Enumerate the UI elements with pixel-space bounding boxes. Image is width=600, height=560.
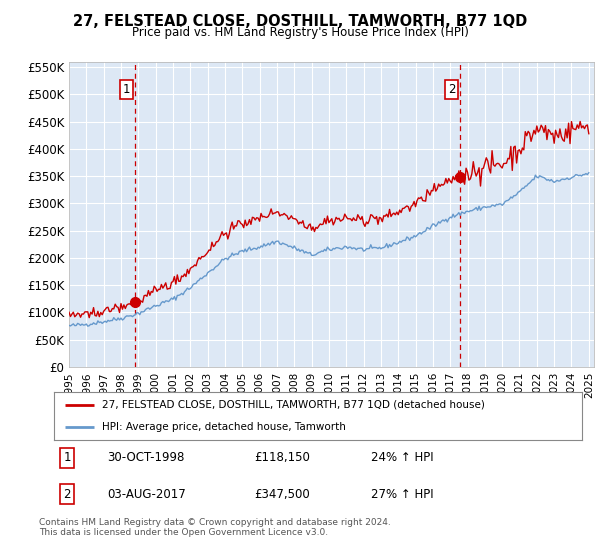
Text: £347,500: £347,500 xyxy=(254,488,310,501)
Text: Contains HM Land Registry data © Crown copyright and database right 2024.
This d: Contains HM Land Registry data © Crown c… xyxy=(39,518,391,538)
Text: 2: 2 xyxy=(448,82,455,96)
Text: 27, FELSTEAD CLOSE, DOSTHILL, TAMWORTH, B77 1QD (detached house): 27, FELSTEAD CLOSE, DOSTHILL, TAMWORTH, … xyxy=(101,400,484,410)
Text: 27% ↑ HPI: 27% ↑ HPI xyxy=(371,488,433,501)
Text: 03-AUG-2017: 03-AUG-2017 xyxy=(107,488,185,501)
Text: £118,150: £118,150 xyxy=(254,451,311,464)
Text: HPI: Average price, detached house, Tamworth: HPI: Average price, detached house, Tamw… xyxy=(101,422,346,432)
Text: 30-OCT-1998: 30-OCT-1998 xyxy=(107,451,184,464)
Text: 24% ↑ HPI: 24% ↑ HPI xyxy=(371,451,433,464)
Text: 2: 2 xyxy=(64,488,71,501)
Text: 27, FELSTEAD CLOSE, DOSTHILL, TAMWORTH, B77 1QD: 27, FELSTEAD CLOSE, DOSTHILL, TAMWORTH, … xyxy=(73,14,527,29)
Text: 1: 1 xyxy=(123,82,130,96)
Text: Price paid vs. HM Land Registry's House Price Index (HPI): Price paid vs. HM Land Registry's House … xyxy=(131,26,469,39)
Text: 1: 1 xyxy=(64,451,71,464)
